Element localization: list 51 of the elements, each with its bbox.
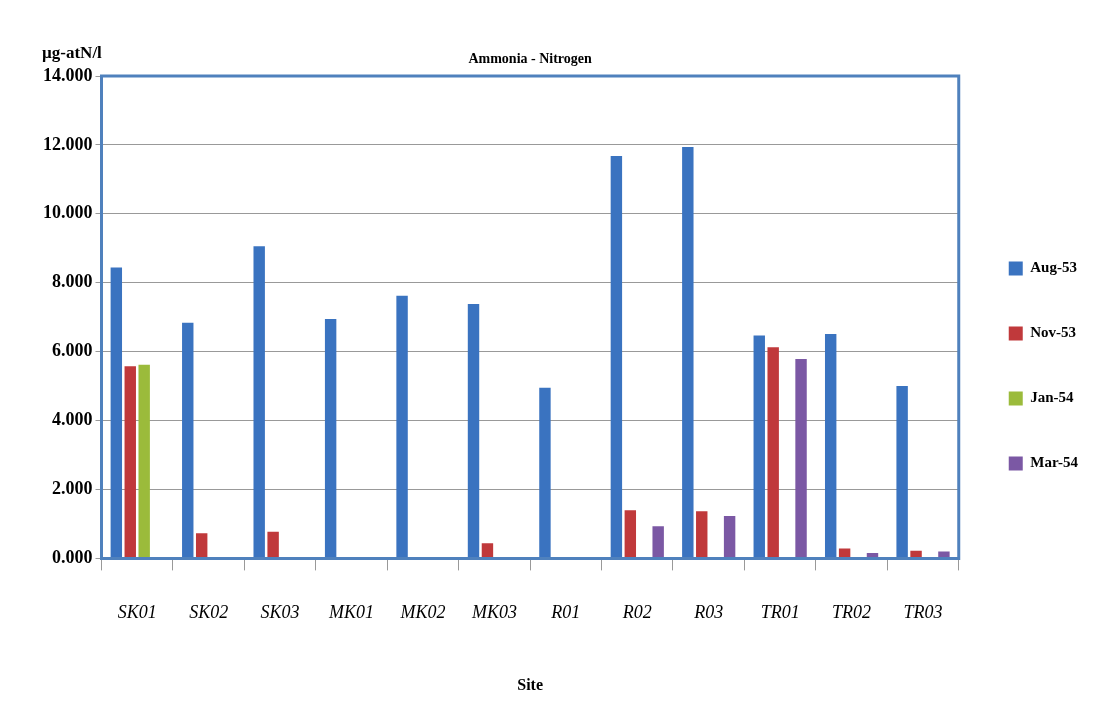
x-tick-label: R01 xyxy=(550,601,581,622)
x-tick-label: TR02 xyxy=(832,601,872,622)
bar xyxy=(652,526,664,558)
legend-label: Aug-53 xyxy=(1030,259,1077,276)
bar xyxy=(267,531,279,558)
x-tick-label: MK02 xyxy=(399,601,446,622)
y-tick-label: 0.000 xyxy=(52,547,93,568)
bar xyxy=(624,510,637,558)
bar xyxy=(682,146,694,558)
y-tick-label: 12.000 xyxy=(43,133,93,154)
x-tick-label: TR03 xyxy=(903,601,943,622)
bar xyxy=(767,347,779,558)
bar xyxy=(696,511,708,558)
legend-label: Nov-53 xyxy=(1030,324,1077,341)
y-tick-label: 10.000 xyxy=(43,202,93,223)
bar xyxy=(324,318,337,558)
y-tick-label: 4.000 xyxy=(52,409,93,430)
bar xyxy=(195,533,208,558)
x-tick-label: TR01 xyxy=(760,601,800,622)
bar xyxy=(138,364,150,558)
bar xyxy=(124,366,136,558)
y-tick-label: 8.000 xyxy=(52,271,93,292)
x-tick-label: SK02 xyxy=(189,601,229,622)
bar xyxy=(481,543,494,558)
x-axis-title: Site xyxy=(517,676,544,693)
legend-label: Mar-54 xyxy=(1030,454,1079,471)
x-tick-label: MK01 xyxy=(328,601,375,622)
bar xyxy=(753,335,765,558)
x-tick-label: MK03 xyxy=(470,601,517,622)
bar xyxy=(539,387,551,558)
y-tick-label: 14.000 xyxy=(43,64,93,85)
bar xyxy=(723,516,736,558)
bar xyxy=(610,155,623,558)
bar xyxy=(253,246,265,558)
legend-label: Jan-54 xyxy=(1030,389,1075,406)
x-tick-label: R03 xyxy=(693,601,724,622)
y-tick-label: 2.000 xyxy=(52,478,93,499)
bar xyxy=(396,295,408,558)
y-tick-label: 6.000 xyxy=(52,340,93,361)
bar xyxy=(824,334,837,558)
chart-title: Ammonia - Nitrogen xyxy=(468,50,593,66)
bar xyxy=(838,548,851,558)
bar xyxy=(896,386,908,558)
bar xyxy=(795,358,807,558)
x-tick-label: R02 xyxy=(621,601,652,622)
bar xyxy=(182,322,194,558)
x-tick-label: SK03 xyxy=(260,601,300,622)
x-tick-label: SK01 xyxy=(117,601,157,622)
bar xyxy=(467,304,480,558)
y-axis-title: µg-atN/l xyxy=(42,42,103,62)
bar xyxy=(110,267,123,558)
